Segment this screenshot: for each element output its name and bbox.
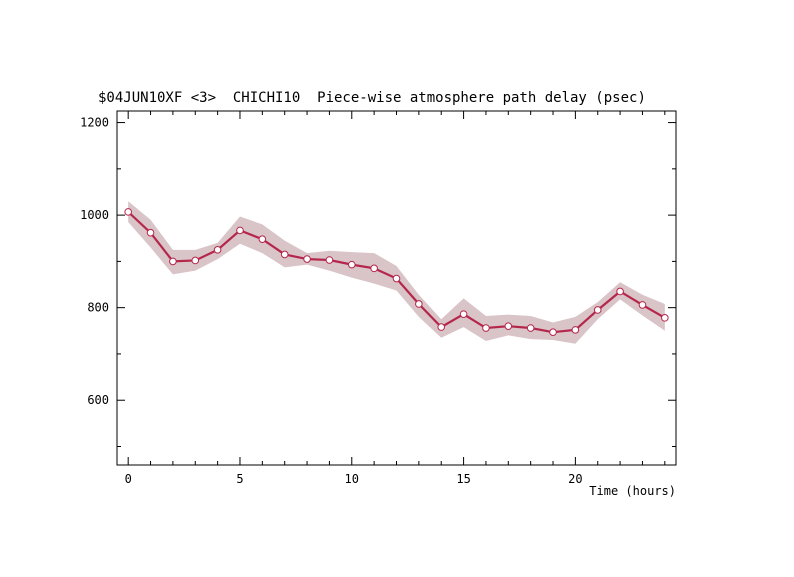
data-point xyxy=(482,324,490,332)
data-point xyxy=(146,228,155,237)
data-point xyxy=(638,301,647,309)
y-tick-label: 1000 xyxy=(80,208,109,222)
x-axis-label: Time (hours) xyxy=(589,484,676,498)
data-point xyxy=(437,323,446,331)
data-point xyxy=(124,208,132,216)
data-point xyxy=(415,300,423,308)
x-tick-label: 10 xyxy=(345,472,359,486)
y-tick-label: 1200 xyxy=(80,116,109,130)
y-tick-label: 600 xyxy=(87,393,109,407)
data-point xyxy=(236,226,244,235)
chart-title: $04JUN10XF <3> CHICHI10 Piece-wise atmos… xyxy=(98,90,646,106)
data-point xyxy=(280,250,289,259)
x-tick-label: 20 xyxy=(568,472,582,486)
data-point xyxy=(593,306,602,314)
data-point xyxy=(526,324,535,332)
axis-ticks xyxy=(117,111,676,465)
data-point xyxy=(303,255,311,263)
data-point xyxy=(325,256,334,264)
data-point xyxy=(571,326,580,334)
axis-tick-labels: 0 5 10 15 20 600 800 1000 1200 xyxy=(80,116,583,486)
data-point xyxy=(392,274,401,283)
data-point xyxy=(213,246,222,254)
data-point xyxy=(616,287,624,296)
data-point xyxy=(459,310,468,318)
x-tick-label: 5 xyxy=(236,472,243,486)
x-tick-label: 15 xyxy=(456,472,470,486)
data-point xyxy=(347,260,356,269)
x-tick-label: 0 xyxy=(125,472,132,486)
data-point-layer xyxy=(124,208,669,336)
data-point xyxy=(661,314,669,322)
data-point xyxy=(191,256,200,265)
data-point xyxy=(258,235,267,243)
data-point xyxy=(549,328,557,336)
data-point xyxy=(504,322,513,330)
data-point xyxy=(370,264,378,273)
y-tick-label: 800 xyxy=(87,301,109,315)
data-point xyxy=(169,257,177,266)
